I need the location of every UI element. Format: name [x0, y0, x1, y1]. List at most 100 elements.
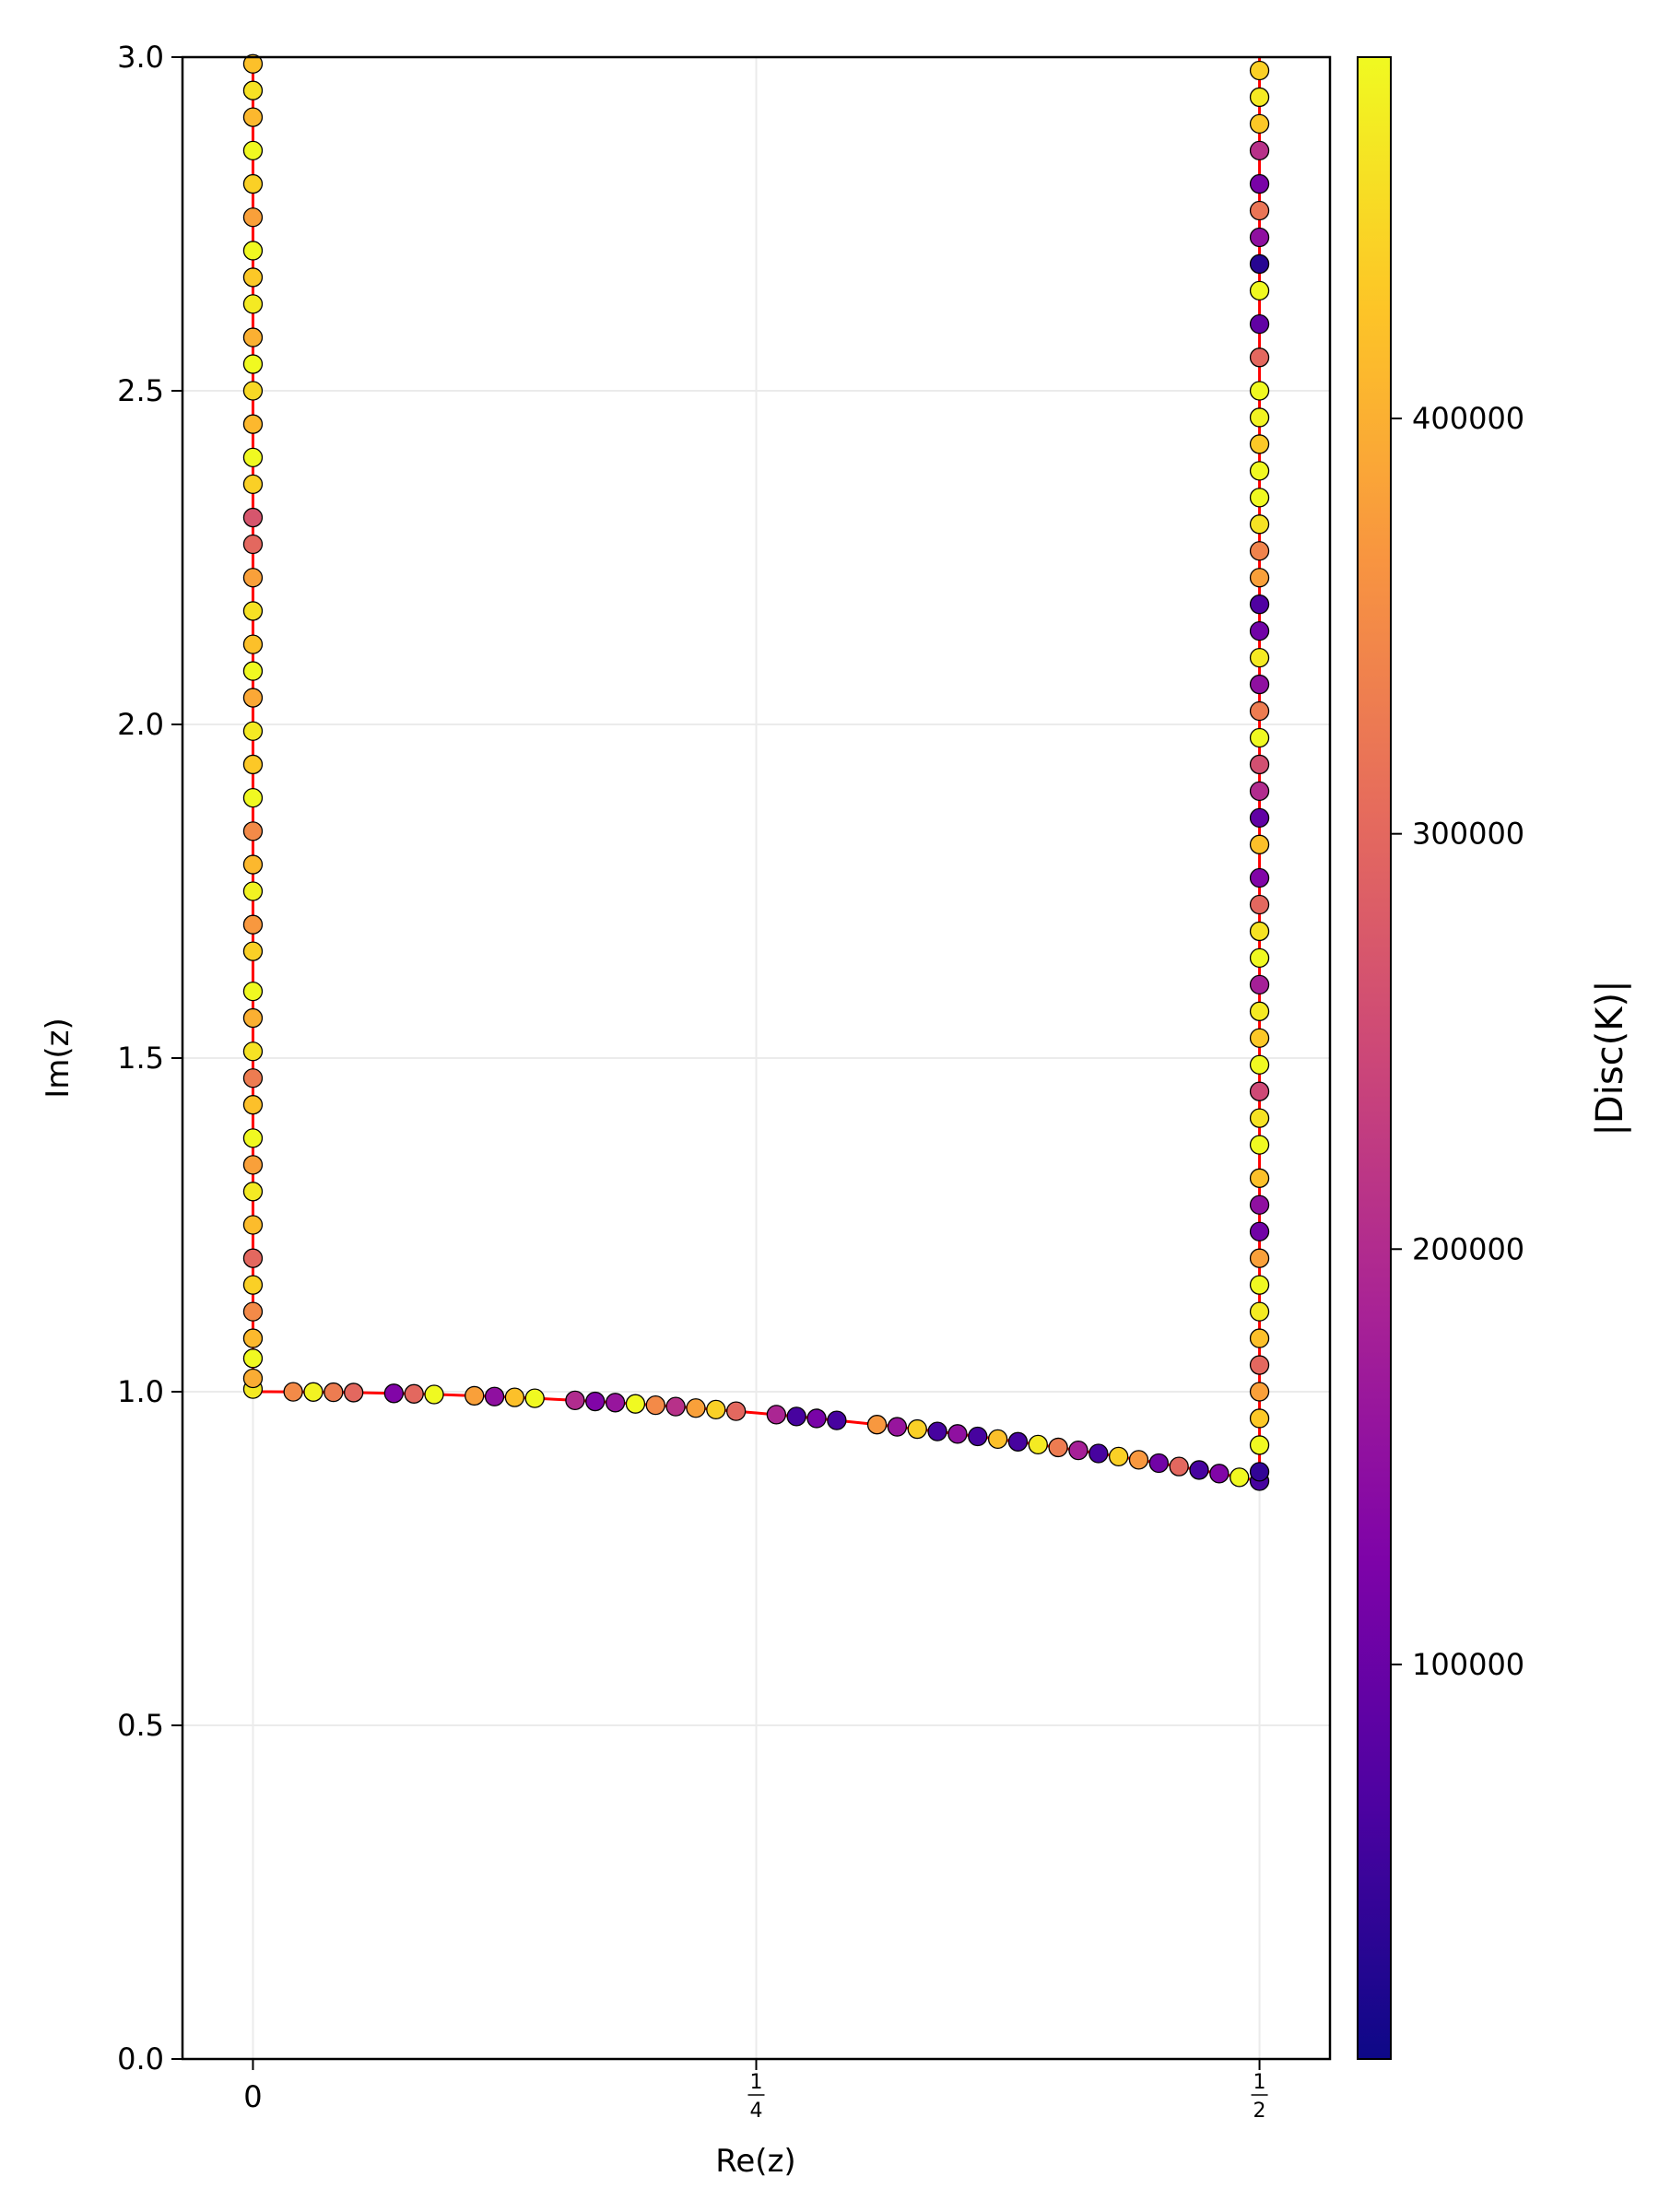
data-point-91: [1249, 253, 1270, 275]
colorbar-tick-label-2: 300000: [1412, 817, 1524, 852]
x-tick-denominator: 2: [1253, 2100, 1266, 2123]
data-point-127: [947, 1424, 968, 1444]
data-point-118: [726, 1401, 747, 1421]
data-point-21: [242, 787, 264, 808]
data-point-116: [686, 1398, 706, 1418]
data-point-83: [1249, 488, 1270, 508]
data-point-128: [968, 1426, 988, 1447]
data-point-66: [1249, 947, 1270, 969]
data-point-28: [242, 568, 264, 588]
data-point-99: [283, 1382, 303, 1402]
data-point-80: [1249, 568, 1270, 588]
data-point-87: [1249, 381, 1270, 401]
data-point-115: [665, 1396, 686, 1417]
data-point-95: [1249, 140, 1270, 161]
data-point-97: [1249, 87, 1270, 108]
data-point-1: [242, 1368, 264, 1389]
data-point-126: [927, 1421, 947, 1441]
data-point-108: [504, 1387, 525, 1407]
data-point-36: [242, 327, 264, 347]
x-tick-label-1: 14: [747, 2071, 765, 2123]
colorbar: [1357, 56, 1392, 2060]
data-point-92: [1249, 227, 1270, 248]
data-point-130: [1007, 1431, 1029, 1452]
data-point-63: [1249, 1028, 1270, 1048]
data-point-98: [1249, 60, 1270, 81]
data-point-64: [1249, 1001, 1270, 1021]
data-point-109: [524, 1388, 545, 1408]
data-point-25: [242, 661, 264, 681]
data-point-33: [242, 414, 264, 434]
y-tick-label-4: 2.0: [117, 707, 164, 742]
data-point-31: [242, 474, 264, 495]
data-point-132: [1048, 1437, 1068, 1458]
data-point-35: [242, 354, 264, 374]
data-point-40: [242, 207, 264, 228]
data-point-71: [1249, 807, 1270, 829]
data-point-82: [1249, 514, 1270, 535]
data-point-51: [1249, 1355, 1270, 1375]
colorbar-ticks: 100000 200000 300000 400000: [1391, 401, 1524, 1682]
data-point-27: [242, 601, 264, 621]
data-point-123: [866, 1415, 888, 1435]
data-point-22: [242, 754, 264, 775]
y-axis-label: Im(z): [40, 1018, 76, 1099]
data-point-81: [1249, 541, 1270, 561]
data-point-112: [605, 1393, 626, 1413]
data-point-137: [1148, 1453, 1169, 1474]
data-point-29: [242, 534, 264, 555]
data-point-100: [303, 1382, 324, 1402]
data-point-20: [242, 821, 264, 841]
grid-lines: [182, 56, 1330, 2060]
data-point-16: [242, 941, 264, 961]
data-point-117: [706, 1399, 726, 1420]
data-point-11: [242, 1095, 264, 1115]
data-point-3: [242, 1328, 264, 1348]
data-point-141: [1230, 1467, 1250, 1488]
data-point-113: [625, 1394, 646, 1414]
data-point-8: [242, 1182, 264, 1202]
data-point-24: [242, 688, 264, 708]
data-point-67: [1249, 921, 1270, 942]
x-axis-label: Re(z): [715, 2143, 795, 2180]
data-point-39: [242, 241, 264, 261]
data-point-52: [1249, 1328, 1270, 1348]
data-point-134: [1088, 1443, 1109, 1464]
data-point-135: [1109, 1446, 1129, 1467]
data-point-12: [242, 1068, 264, 1088]
data-point-17: [242, 914, 264, 935]
data-point-94: [1249, 173, 1270, 194]
data-point-23: [242, 721, 264, 741]
data-point-75: [1249, 700, 1270, 722]
data-point-42: [242, 140, 264, 161]
data-point-41: [242, 173, 264, 194]
data-point-45: [242, 53, 264, 74]
data-point-89: [1249, 313, 1270, 335]
data-point-90: [1249, 280, 1270, 301]
data-point-44: [242, 80, 264, 100]
data-point-61: [1249, 1081, 1270, 1101]
data-point-107: [484, 1386, 505, 1406]
data-point-14: [242, 1007, 264, 1029]
data-point-68: [1249, 894, 1270, 915]
data-point-102: [344, 1382, 364, 1403]
data-point-101: [324, 1382, 344, 1403]
data-point-37: [242, 294, 264, 314]
data-point-106: [465, 1385, 485, 1406]
data-point-55: [1249, 1248, 1270, 1268]
data-point-49: [1249, 1408, 1270, 1429]
data-point-57: [1249, 1194, 1270, 1215]
data-point-70: [1249, 834, 1270, 854]
data-point-121: [806, 1408, 827, 1429]
data-point-26: [242, 634, 264, 654]
data-point-105: [424, 1384, 444, 1405]
data-point-114: [645, 1394, 665, 1416]
data-point-136: [1128, 1450, 1149, 1470]
data-point-56: [1249, 1221, 1270, 1241]
data-point-47: [1249, 1462, 1270, 1482]
data-point-122: [827, 1410, 847, 1430]
data-point-119: [766, 1405, 786, 1425]
data-point-30: [242, 507, 264, 528]
data-point-140: [1209, 1464, 1230, 1484]
